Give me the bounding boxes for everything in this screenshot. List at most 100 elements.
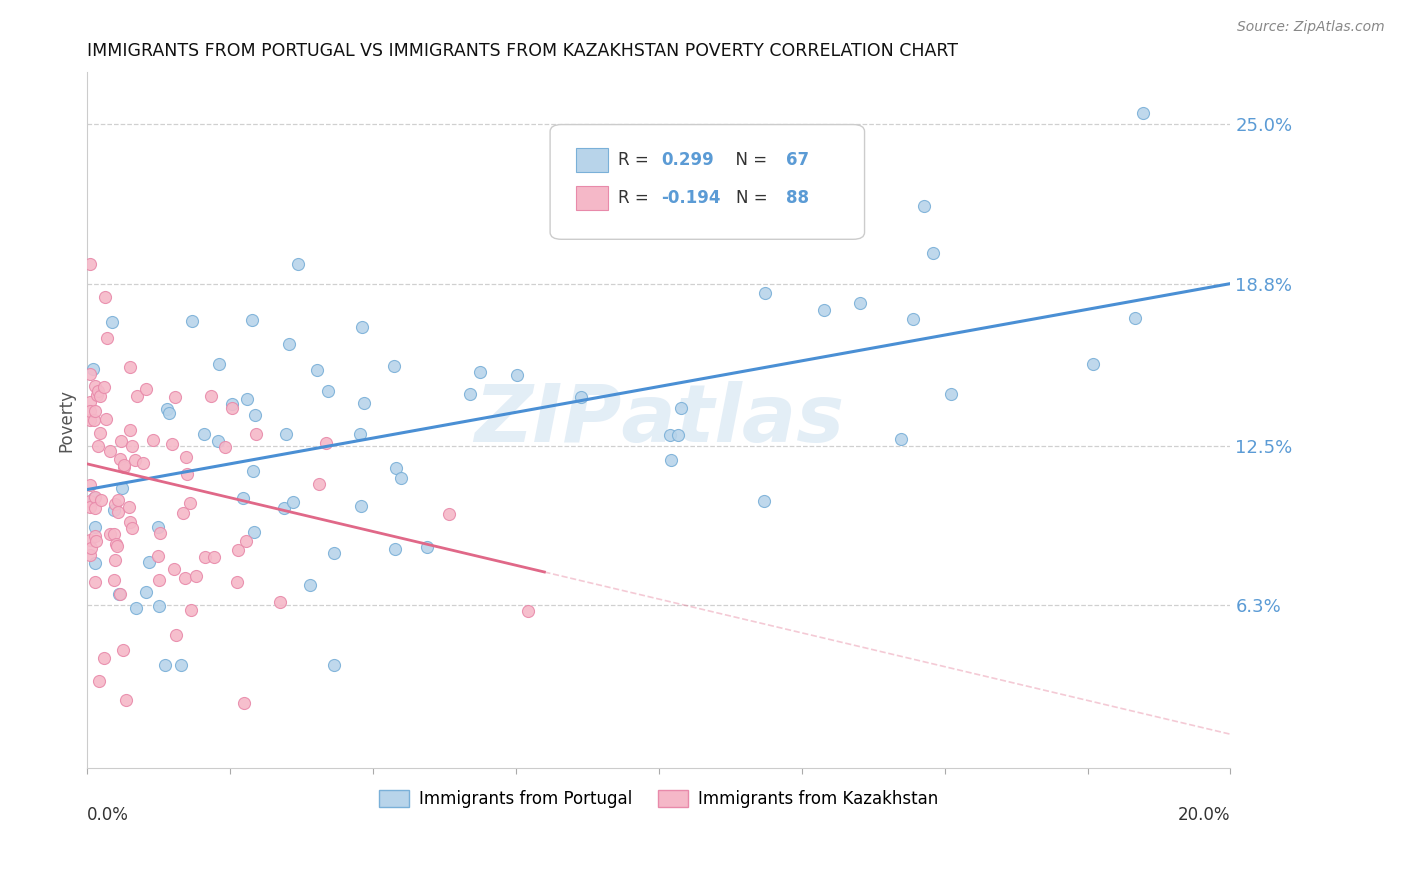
Point: [308, 477, 330, 491]
Point: [174, 450, 197, 464]
Point: [79, 478, 101, 492]
Point: [1123, 311, 1146, 326]
Point: [416, 541, 439, 555]
Point: [111, 481, 134, 495]
Point: [235, 533, 257, 548]
Point: [276, 426, 298, 441]
Point: [160, 437, 183, 451]
Point: [98, 526, 121, 541]
Point: [110, 434, 132, 448]
Point: [89, 673, 111, 688]
Point: [125, 389, 148, 403]
Point: [221, 397, 243, 411]
Point: [148, 574, 170, 588]
Point: [155, 402, 177, 417]
Point: [112, 458, 135, 472]
Point: [226, 543, 249, 558]
Point: [79, 500, 101, 515]
Point: [79, 395, 101, 409]
Text: R =: R =: [617, 151, 654, 169]
Point: [100, 315, 122, 329]
Point: [353, 395, 375, 409]
Point: [200, 389, 222, 403]
Point: [135, 382, 157, 396]
Point: [107, 492, 129, 507]
Point: [921, 245, 943, 260]
Point: [516, 604, 538, 618]
Point: [1132, 105, 1154, 120]
Point: [108, 587, 131, 601]
Point: [80, 541, 103, 556]
Point: [460, 386, 482, 401]
Point: [350, 499, 373, 513]
Point: [115, 693, 138, 707]
Point: [666, 428, 689, 442]
Point: [148, 549, 170, 563]
Point: [125, 600, 148, 615]
Point: [305, 363, 328, 377]
Point: [179, 496, 201, 510]
Point: [105, 539, 128, 553]
Point: [87, 384, 110, 399]
Text: 67: 67: [786, 151, 808, 169]
Point: [194, 549, 217, 564]
Point: [79, 368, 101, 382]
Point: [103, 573, 125, 587]
Text: 0.0%: 0.0%: [87, 806, 129, 824]
Point: [278, 337, 301, 351]
Point: [235, 392, 257, 406]
Point: [506, 368, 529, 382]
FancyBboxPatch shape: [576, 147, 609, 172]
Point: [384, 542, 406, 557]
Point: [242, 464, 264, 478]
Point: [100, 444, 122, 458]
Point: [180, 602, 202, 616]
Point: [193, 426, 215, 441]
FancyBboxPatch shape: [576, 186, 609, 211]
Point: [165, 391, 187, 405]
Text: -0.194: -0.194: [661, 189, 720, 207]
Point: [323, 657, 346, 672]
Point: [389, 471, 412, 485]
Point: [221, 401, 243, 416]
Point: [79, 404, 101, 418]
Point: [104, 553, 127, 567]
Point: [243, 408, 266, 422]
Point: [148, 520, 170, 534]
Point: [84, 534, 107, 549]
Point: [142, 434, 165, 448]
Point: [124, 453, 146, 467]
Point: [349, 427, 371, 442]
Point: [569, 390, 592, 404]
Point: [149, 525, 172, 540]
Text: R =: R =: [617, 189, 654, 207]
Point: [299, 578, 322, 592]
Text: N =: N =: [737, 189, 773, 207]
Point: [318, 384, 340, 398]
Point: [941, 387, 963, 401]
Point: [176, 467, 198, 482]
Point: [83, 529, 105, 543]
Point: [84, 500, 107, 515]
Text: 0.299: 0.299: [661, 151, 714, 169]
Point: [121, 521, 143, 535]
Point: [84, 379, 107, 393]
Point: [163, 562, 186, 576]
Point: [180, 314, 202, 328]
Point: [1081, 357, 1104, 371]
Point: [93, 651, 115, 665]
Point: [352, 320, 374, 334]
Point: [184, 569, 207, 583]
Point: [79, 413, 101, 427]
Point: [84, 490, 107, 504]
Point: [112, 460, 135, 475]
Point: [813, 302, 835, 317]
Point: [94, 290, 117, 304]
Point: [135, 585, 157, 599]
Point: [118, 423, 141, 437]
Point: [232, 491, 254, 506]
Text: IMMIGRANTS FROM PORTUGAL VS IMMIGRANTS FROM KAZAKHSTAN POVERTY CORRELATION CHART: IMMIGRANTS FROM PORTUGAL VS IMMIGRANTS F…: [87, 42, 957, 60]
Point: [170, 657, 193, 672]
Point: [384, 461, 406, 475]
Point: [315, 436, 337, 450]
